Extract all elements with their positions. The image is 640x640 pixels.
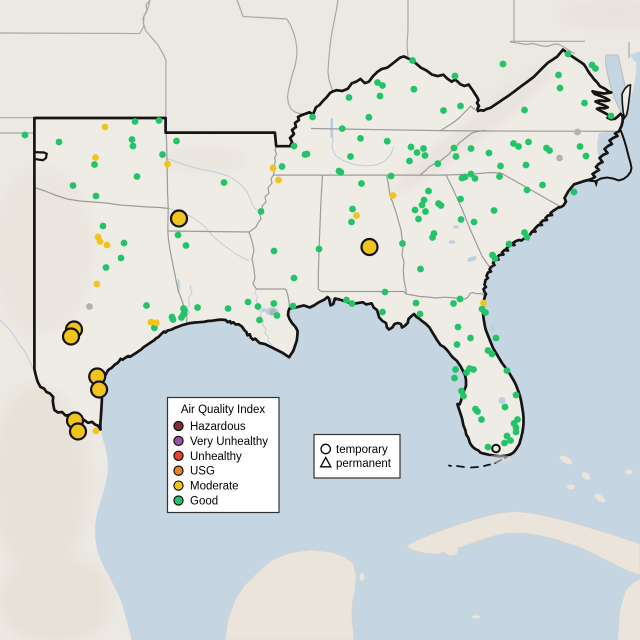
svg-text:Very Unhealthy: Very Unhealthy [190,436,268,448]
svg-text:Hazardous: Hazardous [190,421,246,433]
svg-text:Good: Good [190,496,218,508]
svg-text:Moderate: Moderate [190,481,239,493]
svg-text:temporary: temporary [336,444,388,456]
svg-text:USG: USG [190,466,215,478]
svg-text:Air Quality Index: Air Quality Index [181,404,266,416]
svg-text:Unhealthy: Unhealthy [190,451,242,463]
svg-text:permanent: permanent [336,458,392,470]
